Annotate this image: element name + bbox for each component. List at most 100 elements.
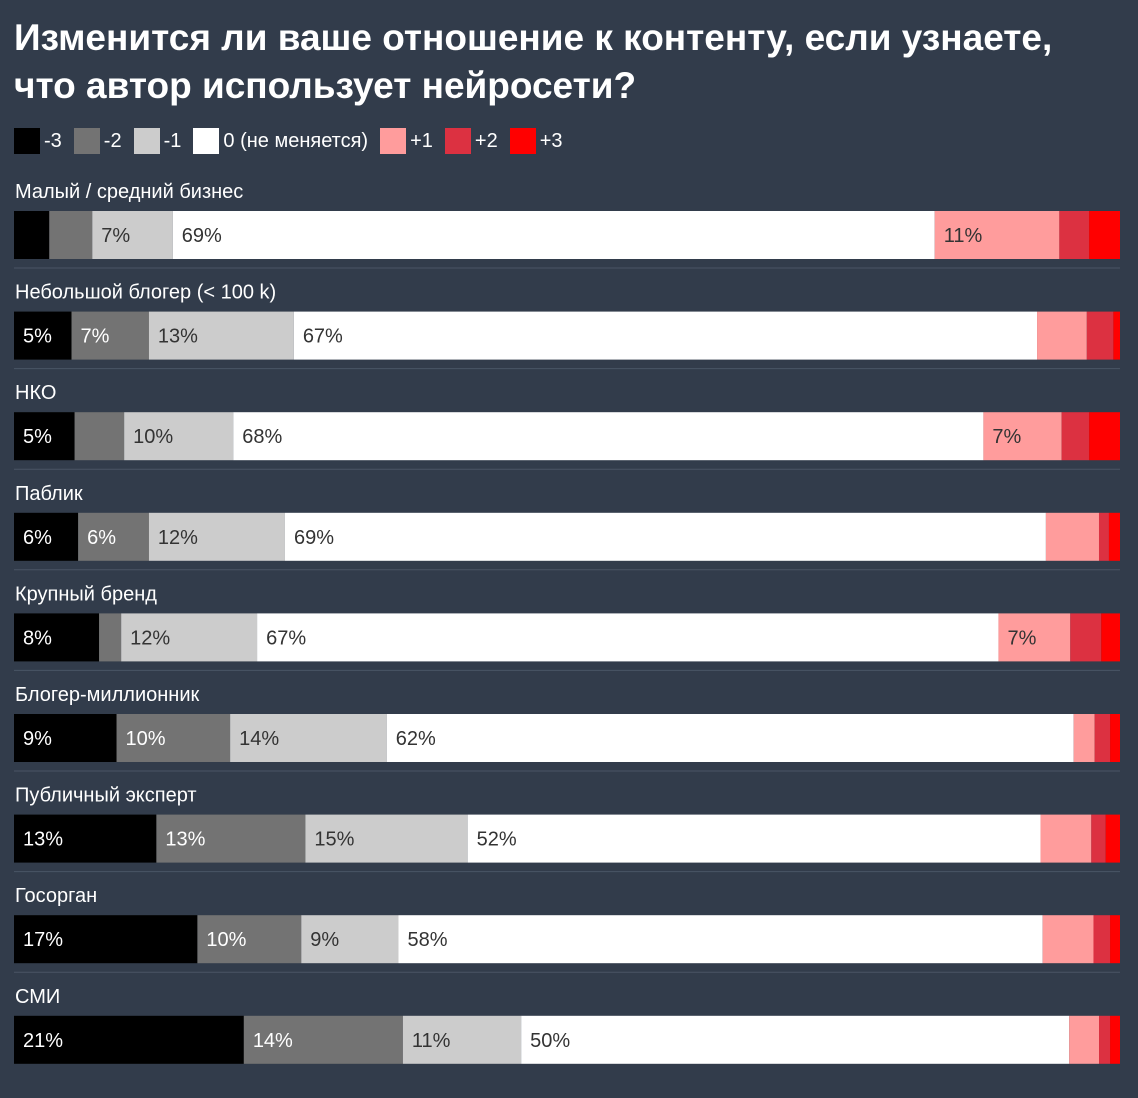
bar-segment [121, 613, 258, 662]
bar-segment [1042, 915, 1094, 964]
category-label: Блогер-миллионник [15, 684, 199, 706]
bar-segment [243, 1015, 403, 1064]
bar-segment [257, 613, 999, 662]
data-label: 9% [310, 929, 339, 951]
data-label: 7% [992, 426, 1021, 448]
bar-segment [1101, 613, 1120, 662]
legend-item: +2 [444, 128, 498, 154]
bar-segment [1108, 512, 1120, 561]
category-label: Публичный эксперт [15, 785, 197, 807]
legend-item: -2 [73, 128, 122, 154]
data-label: 11% [412, 1030, 451, 1052]
category-label: НКО [15, 382, 56, 404]
data-label: 13% [165, 829, 205, 851]
data-label: 7% [81, 326, 110, 348]
bar-segment [1098, 512, 1109, 561]
legend-item: -3 [14, 128, 62, 154]
data-label: 69% [294, 527, 334, 549]
bar-segment [74, 412, 125, 461]
bar-segment [92, 211, 173, 259]
bar-segment [305, 814, 468, 863]
bar-segment [402, 1015, 522, 1064]
data-label: 6% [23, 527, 52, 549]
data-label: 7% [101, 225, 130, 247]
data-label: 7% [1007, 627, 1036, 649]
legend-swatch [380, 128, 407, 154]
bar-segment [1110, 1015, 1120, 1064]
category-label: Малый / средний бизнес [15, 181, 243, 203]
legend-label: +2 [474, 130, 498, 152]
bar-segment [1070, 613, 1102, 662]
bar-segment [1099, 1015, 1111, 1064]
data-label: 13% [158, 326, 198, 348]
data-label: 67% [266, 627, 306, 649]
bar-segment [230, 714, 387, 762]
bar-segment [14, 211, 50, 259]
bar-segment [284, 512, 1046, 561]
category-label: СМИ [15, 986, 60, 1008]
bar-segment [49, 211, 93, 259]
bar-segment [1040, 814, 1092, 863]
bar-segment [71, 311, 149, 360]
data-label: 9% [23, 728, 52, 750]
data-label: 68% [242, 426, 282, 448]
legend-label: 0 (не меняется) [223, 130, 369, 152]
legend-label: -3 [44, 130, 62, 152]
chart-title: Изменится ли ваше отношение к контенту, … [14, 17, 1053, 106]
legend-label: -2 [103, 130, 122, 152]
legend: -3 -2 -1 0 (не меняется) +1 +2 +3 [14, 127, 575, 155]
legend-swatch [133, 128, 160, 154]
legend-swatch [193, 128, 220, 154]
bar-segment [386, 714, 1074, 762]
data-label: 58% [408, 929, 448, 951]
bar-segment [1091, 814, 1106, 863]
bar-segment [983, 412, 1062, 461]
bar-segment [1093, 915, 1111, 964]
bar-segment [148, 311, 294, 360]
bar-segment [301, 915, 399, 964]
legend-swatch [509, 128, 536, 154]
category-label: Госорган [15, 885, 97, 907]
data-label: 67% [303, 326, 343, 348]
legend-swatch [444, 128, 471, 154]
legend-item: +3 [509, 128, 563, 154]
legend-label: -1 [163, 130, 182, 152]
data-label: 14% [239, 728, 279, 750]
data-label: 15% [314, 829, 354, 851]
data-label: 8% [23, 627, 52, 649]
bar-segment [78, 512, 149, 561]
bar-segment [467, 814, 1041, 863]
bar-segment [1073, 714, 1095, 762]
data-label: 6% [87, 527, 116, 549]
bar-segment [14, 915, 198, 964]
data-label: 12% [130, 627, 170, 649]
data-label: 17% [23, 929, 63, 951]
bar-segment [1045, 512, 1099, 561]
legend-swatch [73, 128, 100, 154]
data-label: 62% [396, 728, 436, 750]
data-label: 5% [23, 326, 52, 348]
bar-segment [1113, 311, 1120, 360]
bar-segment [998, 613, 1071, 662]
legend-label: +1 [410, 130, 433, 152]
bar-segment [14, 1015, 244, 1064]
category-label: Крупный бренд [15, 583, 157, 605]
data-label: 69% [182, 225, 222, 247]
legend-item: -1 [133, 128, 182, 154]
bar-segment [521, 1015, 1070, 1064]
bar-segment [1069, 1015, 1099, 1064]
category-label: Паблик [15, 483, 83, 505]
data-label: 52% [477, 829, 517, 851]
bar-segment [398, 915, 1043, 964]
bar-segment [14, 814, 157, 863]
data-label: 11% [944, 225, 983, 247]
bar-segment [1037, 311, 1087, 360]
bar-segment [99, 613, 122, 662]
bar-segment [1110, 714, 1120, 762]
bar-segment [1094, 714, 1111, 762]
data-label: 50% [530, 1030, 570, 1052]
data-label: 21% [23, 1030, 63, 1052]
bar-segment [116, 714, 231, 762]
stacked-bar-chart: Малый / средний бизнес 7% 69% 11% Небольшой … [14, 181, 1120, 1064]
bar-segment [124, 412, 234, 461]
